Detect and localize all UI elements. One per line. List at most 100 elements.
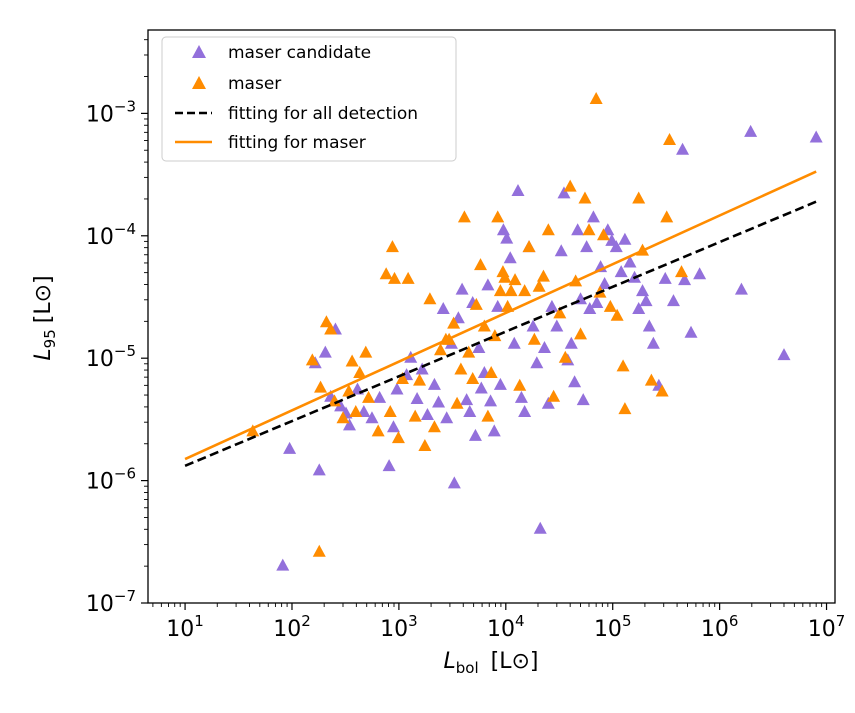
data-point	[371, 424, 385, 437]
plot-area	[147, 29, 836, 604]
data-point	[675, 265, 689, 278]
data-point	[362, 390, 376, 403]
data-point	[455, 282, 469, 295]
data-point	[454, 362, 468, 375]
data-point	[501, 299, 515, 312]
x-axis-label: Lbol [L⊙]	[444, 649, 539, 677]
data-point	[589, 91, 603, 104]
data-point	[511, 184, 525, 197]
data-point	[547, 389, 561, 402]
x-tick-label: 105	[594, 612, 632, 642]
data-point	[365, 411, 379, 424]
y-tick-label: 10−4	[86, 220, 136, 250]
data-point	[463, 405, 477, 418]
legend-marker-maser-candidate	[192, 45, 206, 58]
data-point	[663, 133, 677, 146]
x-tick-label: 107	[808, 612, 846, 642]
data-point	[616, 359, 630, 372]
data-point	[642, 319, 656, 332]
data-point	[676, 142, 690, 155]
data-point	[246, 424, 260, 437]
data-point	[541, 223, 555, 236]
data-point	[576, 393, 590, 406]
data-point	[582, 223, 596, 236]
data-point	[401, 271, 415, 284]
data-point	[319, 315, 333, 328]
data-point	[434, 343, 448, 356]
legend-box	[161, 36, 457, 162]
data-point	[514, 390, 528, 403]
data-point	[314, 380, 328, 393]
data-point	[342, 418, 356, 431]
legend-label-maser: maser	[228, 74, 281, 94]
data-point	[666, 294, 680, 307]
data-point	[526, 319, 540, 332]
data-point	[609, 240, 623, 253]
data-point	[460, 393, 474, 406]
data-point	[447, 476, 461, 489]
data-point	[491, 299, 505, 312]
data-point	[504, 284, 518, 297]
data-point	[493, 284, 507, 297]
data-point	[660, 210, 674, 223]
data-point	[564, 336, 578, 349]
data-point	[334, 399, 348, 412]
data-point	[614, 265, 628, 278]
x-tick-label: 102	[273, 612, 311, 642]
fit-line-layer	[184, 170, 817, 468]
data-point	[557, 186, 571, 199]
data-point	[415, 362, 429, 375]
data-point	[678, 273, 692, 286]
data-point	[468, 428, 482, 441]
data-point	[312, 463, 326, 476]
data-point	[500, 231, 514, 244]
data-point	[390, 382, 404, 395]
data-point	[336, 411, 350, 424]
data-point	[590, 295, 604, 308]
data-point	[508, 273, 522, 286]
data-point	[550, 319, 564, 332]
data-point	[518, 284, 532, 297]
y-tick-label: 10−5	[86, 342, 136, 372]
data-point	[632, 301, 646, 314]
data-point	[345, 354, 359, 367]
data-point	[472, 341, 486, 354]
data-point	[537, 341, 551, 354]
data-point	[532, 279, 546, 292]
data-point	[305, 353, 319, 366]
data-point	[447, 316, 461, 329]
data-point	[777, 348, 791, 361]
data-point	[632, 191, 646, 204]
data-point	[618, 232, 632, 245]
data-point	[658, 271, 672, 284]
data-point	[408, 409, 422, 422]
data-point	[583, 301, 597, 314]
data-point	[353, 365, 367, 378]
x-tick-label: 104	[487, 612, 525, 642]
data-point	[684, 325, 698, 338]
data-point	[578, 191, 592, 204]
data-point	[487, 424, 501, 437]
data-point	[522, 240, 536, 253]
data-point	[513, 378, 527, 391]
data-point	[457, 210, 471, 223]
data-point	[563, 179, 577, 192]
data-point	[503, 251, 517, 264]
data-point	[533, 521, 547, 534]
data-point	[466, 371, 480, 384]
data-point	[469, 297, 483, 310]
data-point	[618, 402, 632, 415]
data-point	[545, 299, 559, 312]
data-point	[530, 356, 544, 369]
data-point	[432, 395, 446, 408]
legend-label-maser-candidate: maser candidate	[228, 43, 371, 63]
data-point	[379, 267, 393, 280]
data-point	[423, 292, 437, 305]
y-tick-label: 10−3	[86, 97, 136, 127]
x-axis: 101 102 103 104 105 106 107	[152, 603, 846, 642]
y-axis-label: L95[L⊙]	[31, 275, 59, 360]
data-point	[558, 350, 572, 363]
data-point	[491, 210, 505, 223]
data-point	[427, 420, 441, 433]
data-point	[373, 390, 387, 403]
